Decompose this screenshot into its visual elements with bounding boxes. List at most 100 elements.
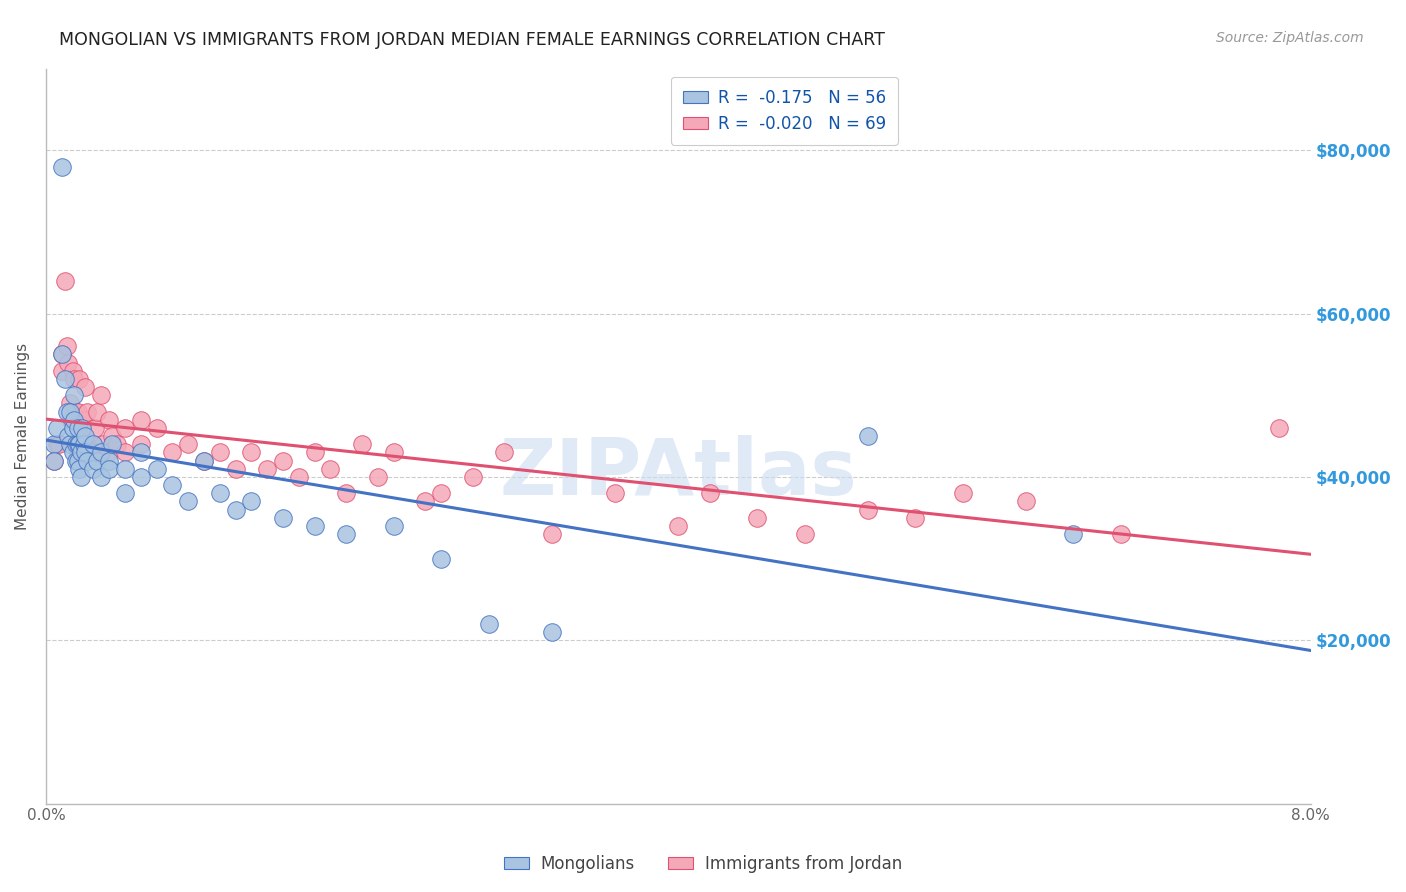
Point <box>51 364 73 378</box>
Point <box>271 453 294 467</box>
Point <box>225 502 247 516</box>
Point <box>42 453 65 467</box>
Point <box>75 445 97 459</box>
Point <box>271 510 294 524</box>
Point <box>1062 527 1084 541</box>
Point <box>1109 527 1132 541</box>
Point <box>82 437 104 451</box>
Point <box>129 437 152 451</box>
Legend: R =  -0.175   N = 56, R =  -0.020   N = 69: R = -0.175 N = 56, R = -0.020 N = 69 <box>671 77 897 145</box>
Point <box>69 421 91 435</box>
Point <box>145 461 167 475</box>
Point <box>335 527 357 541</box>
Point <box>90 470 112 484</box>
Point <box>699 486 721 500</box>
Point <box>382 519 405 533</box>
Point <box>367 470 389 484</box>
Point <box>666 519 689 533</box>
Point <box>73 413 96 427</box>
Text: MONGOLIAN VS IMMIGRANTS FROM JORDAN MEDIAN FEMALE EARNINGS CORRELATION CHART: MONGOLIAN VS IMMIGRANTS FROM JORDAN MEDI… <box>59 31 884 49</box>
Point <box>55 339 77 353</box>
Point <box>162 478 184 492</box>
Point <box>48 437 70 451</box>
Point <box>56 355 79 369</box>
Point <box>59 437 82 451</box>
Point <box>72 421 94 435</box>
Point <box>75 380 97 394</box>
Point <box>66 453 89 467</box>
Point <box>225 461 247 475</box>
Point <box>747 510 769 524</box>
Point <box>62 445 84 459</box>
Point <box>63 388 86 402</box>
Point <box>162 445 184 459</box>
Point <box>86 404 108 418</box>
Point <box>75 429 97 443</box>
Point <box>86 453 108 467</box>
Point <box>65 453 87 467</box>
Point <box>540 625 562 640</box>
Point <box>304 519 326 533</box>
Point <box>856 429 879 443</box>
Point <box>67 461 90 475</box>
Point <box>793 527 815 541</box>
Point <box>65 404 87 418</box>
Point <box>114 445 136 459</box>
Point <box>66 404 89 418</box>
Point <box>90 445 112 459</box>
Point <box>477 616 499 631</box>
Point <box>60 413 83 427</box>
Point <box>193 453 215 467</box>
Point <box>82 445 104 459</box>
Point <box>352 437 374 451</box>
Point <box>129 470 152 484</box>
Point <box>42 437 65 451</box>
Point <box>53 372 76 386</box>
Point <box>145 421 167 435</box>
Point <box>67 437 90 451</box>
Point <box>129 445 152 459</box>
Point <box>114 461 136 475</box>
Point <box>105 437 128 451</box>
Point <box>208 445 231 459</box>
Point <box>856 502 879 516</box>
Point <box>304 445 326 459</box>
Y-axis label: Median Female Earnings: Median Female Earnings <box>15 343 30 530</box>
Point <box>66 445 89 459</box>
Point <box>1268 421 1291 435</box>
Point <box>208 486 231 500</box>
Point <box>98 445 121 459</box>
Point <box>540 527 562 541</box>
Point <box>82 461 104 475</box>
Point <box>53 274 76 288</box>
Point <box>952 486 974 500</box>
Point <box>56 429 79 443</box>
Point <box>603 486 626 500</box>
Point <box>87 445 110 459</box>
Point <box>66 437 89 451</box>
Point <box>69 445 91 459</box>
Point <box>288 470 311 484</box>
Point <box>91 437 114 451</box>
Point <box>72 429 94 443</box>
Point <box>76 453 98 467</box>
Point <box>98 453 121 467</box>
Point <box>59 396 82 410</box>
Point <box>62 421 84 435</box>
Point <box>98 461 121 475</box>
Text: Source: ZipAtlas.com: Source: ZipAtlas.com <box>1216 31 1364 45</box>
Point <box>98 413 121 427</box>
Point <box>63 413 86 427</box>
Point <box>46 437 69 451</box>
Point <box>101 429 124 443</box>
Point <box>51 347 73 361</box>
Point <box>177 494 200 508</box>
Point <box>177 437 200 451</box>
Point <box>55 404 77 418</box>
Point <box>59 404 82 418</box>
Point <box>65 437 87 451</box>
Point <box>73 437 96 451</box>
Point <box>66 429 89 443</box>
Point <box>335 486 357 500</box>
Point <box>240 445 263 459</box>
